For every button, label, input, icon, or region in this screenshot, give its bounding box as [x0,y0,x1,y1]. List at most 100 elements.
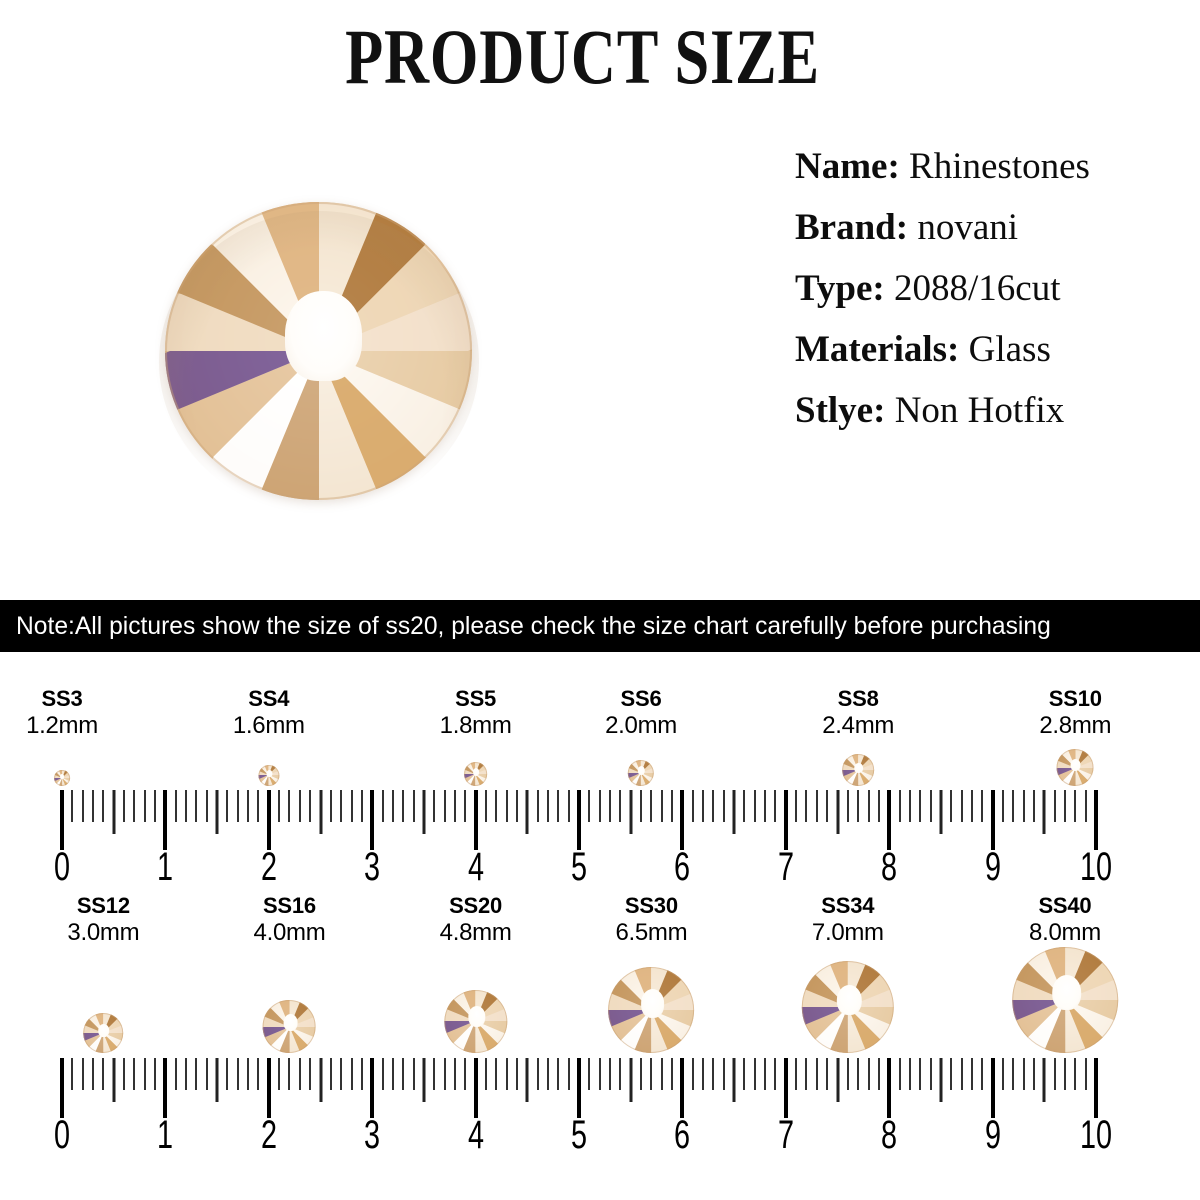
ruler-tick-minor [598,790,601,822]
spec-value: Glass [959,329,1051,370]
size-stone-swatch [263,1000,316,1053]
size-stone-swatch [54,770,70,786]
ruler-tick-minor [236,1058,239,1090]
ruler-tick-minor [329,790,332,822]
ruler-tick-minor [960,790,963,822]
ruler-tick-major [577,1058,581,1118]
ruler-tick-major [266,790,271,850]
ruler-tick-minor [557,1058,560,1090]
ruler-number: 3 [364,1113,381,1157]
ruler-tick-half [1042,790,1046,834]
ruler-tick-minor [546,790,549,822]
ruler-tick-minor [350,790,353,822]
ruler-tick-minor [81,1058,84,1090]
ruler-tick-minor [1012,1058,1015,1090]
ruler-tick-minor [92,1058,95,1090]
ruler-tick-minor [898,790,901,822]
ruler-tick-minor [298,790,301,822]
ruler-tick-minor [453,1058,456,1090]
ruler-tick-minor [929,790,932,822]
size-label: SS5 1.8mm [440,686,512,740]
ruler-tick-minor [1084,1058,1087,1090]
ruler-tick-minor [815,1058,818,1090]
ruler-tick-minor [71,1058,74,1090]
spec-key: Name: [795,146,900,187]
ruler-tick-minor [567,1058,570,1090]
size-stone-swatch [443,989,508,1053]
size-stone-swatch [801,960,895,1053]
ruler-tick-half [732,1058,736,1102]
ruler-tick-major [266,1058,271,1118]
ruler-tick-minor [340,790,343,822]
ruler-tick-minor [412,1058,415,1090]
ruler-number: 0 [53,845,71,889]
ruler-tick-minor [123,1058,126,1090]
size-label: SS40 8.0mm [1029,893,1101,947]
ruler-tick-minor [1084,790,1087,822]
ruler-tick-minor [247,790,250,822]
size-label: SS10 2.8mm [1039,686,1111,740]
ruler-tick-major [990,790,995,850]
ruler-tick-minor [505,1058,508,1090]
ruler-tick-major [577,790,581,850]
ruler-tick-minor [143,1058,146,1090]
ruler-tick-minor [143,790,146,822]
ruler-tick-minor [970,1058,973,1090]
ruler-tick-minor [1074,790,1077,822]
ruler-tick-minor [515,1058,518,1090]
size-code: SS34 [821,893,875,918]
ruler-tick-major [887,790,892,850]
ruler-tick-minor [919,1058,922,1090]
ruler-tick-minor [650,1058,653,1090]
ruler-tick-half [319,1058,322,1102]
ruler-tick-minor [1032,1058,1035,1090]
stone-rim [443,989,508,1053]
ruler-tick-minor [753,1058,756,1090]
ruler-tick-minor [805,790,808,822]
ruler-tick-minor [174,1058,177,1090]
ruler-number: 5 [570,1113,588,1157]
ruler-tick-minor [1022,790,1025,822]
ruler-number: 4 [467,1113,484,1157]
ruler-tick-minor [774,790,777,822]
ruler-tick-minor [360,790,363,822]
ruler-tick-half [319,790,322,834]
size-stone-swatch [258,764,280,786]
size-chart-row-2: SS12 3.0mm SS16 4.0mm SS20 4.8mm SS30 6.5mm SS34… [0,893,1200,1088]
ruler-tick-major [163,790,168,850]
size-chart-row-1: SS3 1.2mm SS4 1.6mm SS5 1.8mm SS6 2.0mm SS8 2.4mm… [0,686,1200,881]
stone-rim [1056,749,1094,786]
size-measurement: 8.0mm [1029,919,1101,946]
ruler-tick-major [473,1058,478,1118]
note-text: Note:All pictures show the size of ss20,… [16,612,1051,640]
ruler-tick-minor [257,790,260,822]
ruler-number: 8 [881,1113,898,1157]
ruler-tick-major [680,790,685,850]
ruler-tick-minor [908,790,911,822]
ruler-tick-minor [691,790,694,822]
ruler-tick-half [836,1058,839,1102]
ruler-tick-minor [1063,790,1066,822]
ruler-tick-half [732,790,736,834]
ruler-tick-half [215,1058,219,1102]
stone-rim [54,770,70,786]
ruler-tick-minor [443,790,446,822]
size-measurement: 6.5mm [615,919,688,946]
ruler-tick-minor [1001,790,1004,822]
ruler-tick-minor [702,1058,705,1090]
ruler-bottom: 0 1 2 3 4 5 6 7 8 9 10 [0,1058,1200,1157]
size-code: SS30 [624,893,678,918]
ruler-tick-half [1042,1058,1046,1102]
spec-row: Materials: Glass [795,331,1185,368]
ruler-tick-minor [753,790,756,822]
ruler-tick-minor [536,790,539,822]
rhinestone-shadow [158,211,479,514]
ruler-tick-minor [185,1058,188,1090]
ruler-tick-major [1094,790,1098,850]
ruler-tick-minor [515,790,518,822]
ruler-tick-minor [960,1058,963,1090]
ruler-tick-minor [764,1058,767,1090]
ruler-tick-half [836,790,839,834]
ruler-tick-minor [857,790,860,822]
product-spec-list: Name: Rhinestones Brand: novani Type: 2088… [795,148,1185,453]
